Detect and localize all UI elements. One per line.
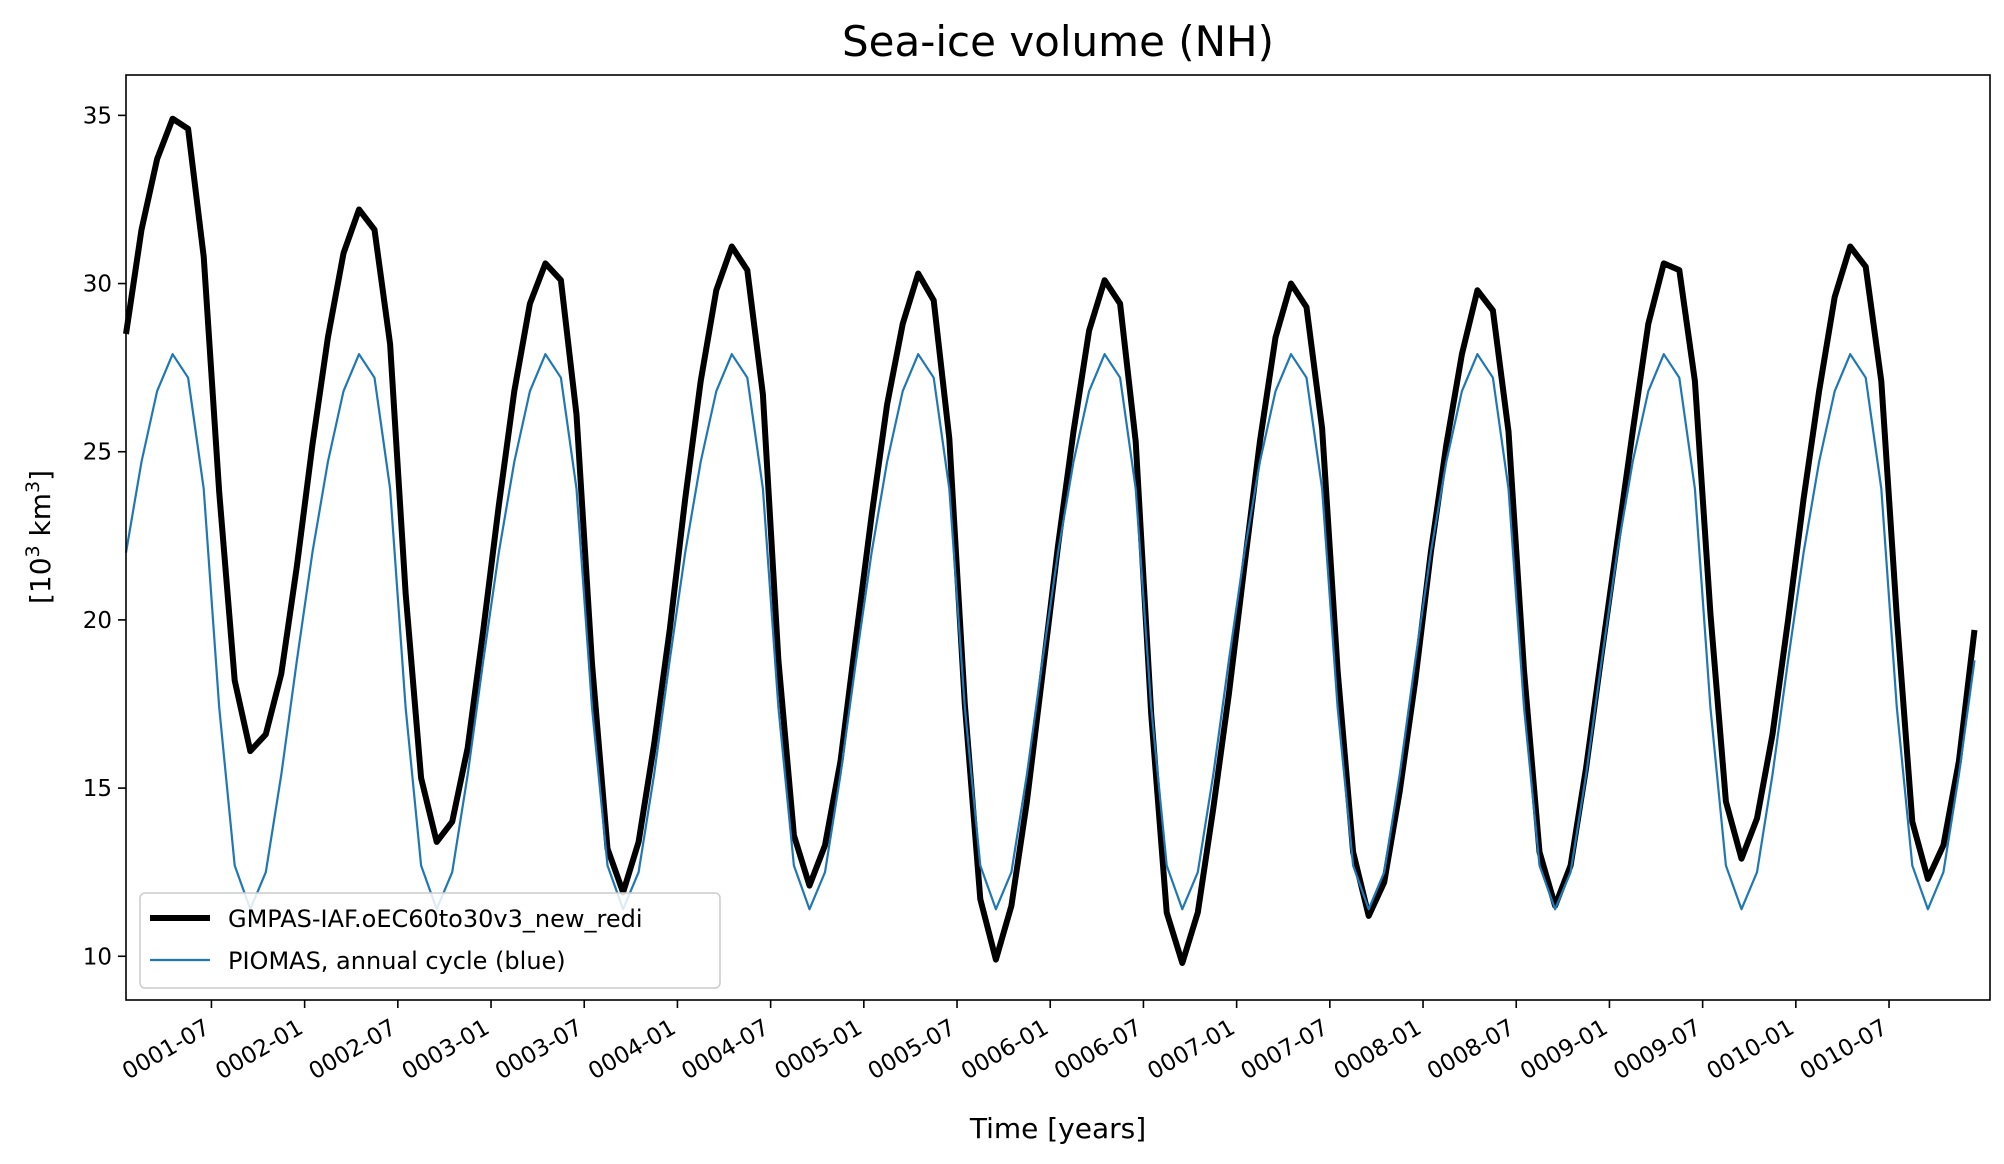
- x-tick-label: 0004-07: [677, 1015, 773, 1086]
- x-tick-label: 0009-07: [1609, 1015, 1705, 1086]
- y-axis-title-part1: [10: [24, 557, 57, 604]
- x-tick-label: 0003-07: [491, 1015, 587, 1086]
- x-tick-label: 0009-01: [1516, 1015, 1612, 1086]
- x-tick-label: 0008-01: [1330, 1015, 1426, 1086]
- legend-box: [139, 892, 721, 989]
- plot-frame: [125, 74, 1991, 1001]
- y-axis-title-part2: km: [24, 493, 57, 545]
- x-axis: 0001-070002-010002-070003-010003-070004-…: [118, 1000, 1892, 1085]
- y-axis: 10 15 20 25 30 35: [83, 103, 126, 970]
- x-tick-label: 0010-07: [1796, 1015, 1892, 1086]
- y-tick-label: 20: [83, 608, 112, 634]
- x-tick-label: 0007-01: [1143, 1015, 1239, 1086]
- legend-label-gmpas: GMPAS-IAF.oEC60to30v3_new_redi: [228, 905, 643, 933]
- x-tick-label: 0003-01: [398, 1015, 494, 1086]
- x-tick-label: 0002-01: [211, 1015, 307, 1086]
- y-tick-label: 30: [83, 272, 112, 298]
- y-axis-title-part3: ]: [24, 470, 57, 481]
- x-tick-label: 0004-01: [584, 1015, 680, 1086]
- y-tick-label: 15: [83, 776, 112, 802]
- x-tick-label: 0005-01: [771, 1015, 867, 1086]
- chart-title: Sea-ice volume (NH): [842, 17, 1274, 66]
- y-axis-title-sup2: 3: [22, 481, 44, 493]
- x-tick-label: 0002-07: [305, 1015, 401, 1086]
- y-tick-label: 10: [83, 944, 112, 970]
- x-tick-label: 0008-07: [1423, 1015, 1519, 1086]
- x-tick-label: 0005-07: [864, 1015, 960, 1086]
- legend-label-piomas: PIOMAS, annual cycle (blue): [228, 947, 566, 975]
- legend: GMPAS-IAF.oEC60to30v3_new_redi PIOMAS, a…: [139, 892, 721, 989]
- x-tick-label: 0007-07: [1237, 1015, 1333, 1086]
- x-tick-label: 0006-01: [957, 1015, 1053, 1086]
- y-tick-label: 35: [83, 103, 112, 129]
- y-axis-title-sup1: 3: [22, 545, 44, 557]
- plot-lines: [123, 115, 1978, 966]
- y-axis-title: [103 km3]: [22, 470, 57, 604]
- x-tick-label: 0001-07: [118, 1015, 214, 1086]
- x-tick-label: 0010-01: [1703, 1015, 1799, 1086]
- series-line-gmpas: [123, 115, 1978, 966]
- x-tick-label: 0006-07: [1050, 1015, 1146, 1086]
- y-tick-label: 25: [83, 440, 112, 466]
- x-axis-title: Time [years]: [969, 1112, 1146, 1145]
